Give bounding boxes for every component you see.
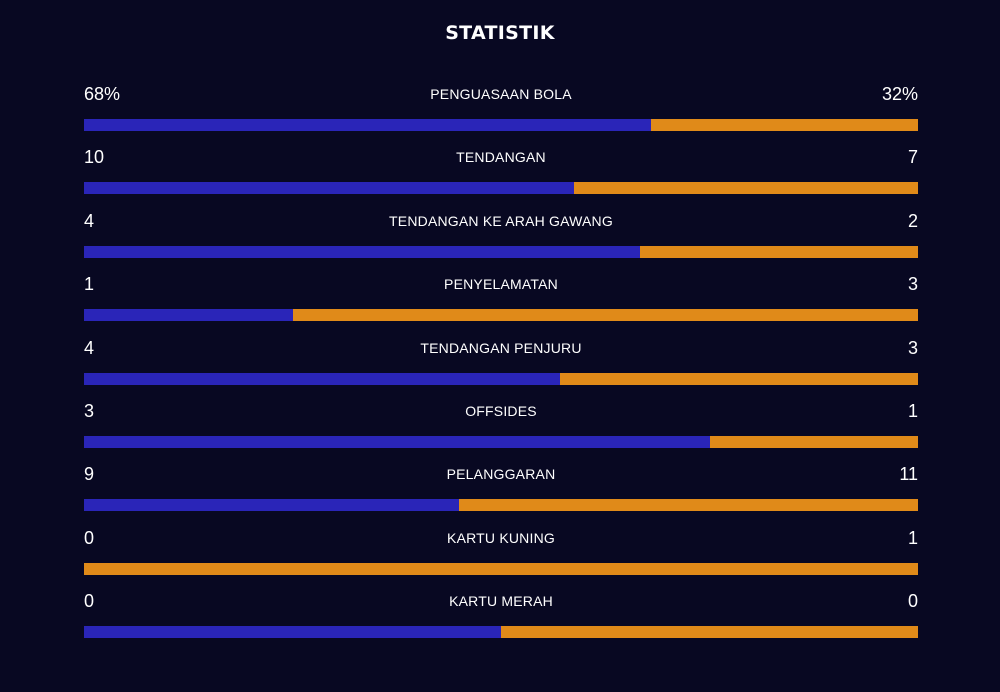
stat-text: 4 TENDANGAN PENJURU 3	[84, 336, 918, 364]
away-value: 7	[907, 147, 918, 168]
home-value: 3	[84, 401, 95, 421]
stat-text: 3 OFFSIDES 1	[84, 399, 918, 427]
stat-row: 0 KARTU KUNING 1	[84, 526, 918, 578]
stat-row: 3 OFFSIDES 1	[84, 399, 918, 451]
away-value: 3	[907, 274, 918, 295]
away-value: 32%	[881, 84, 918, 104]
stat-label: PENGUASAAN BOLA	[430, 86, 572, 102]
away-value: 3	[907, 337, 918, 358]
stats-title: STATISTIK	[445, 22, 555, 44]
stat-label: PELANGGARAN	[446, 466, 556, 483]
stat-row: 4 TENDANGAN PENJURU 3	[84, 336, 918, 388]
away-bar-segment	[84, 562, 918, 575]
stat-label: TENDANGAN PENJURU	[420, 339, 582, 356]
home-value: 4	[84, 210, 95, 231]
stat-comparison-bar	[84, 182, 918, 195]
away-value: 0	[907, 591, 918, 612]
stat-comparison-bar	[84, 309, 918, 322]
home-value: 9	[84, 464, 95, 485]
stat-text: 0 KARTU KUNING 1	[84, 526, 918, 554]
home-bar-segment	[84, 626, 501, 639]
stat-text: 4 TENDANGAN KE ARAH GAWANG 2	[84, 209, 918, 237]
away-value: 2	[907, 210, 918, 231]
stat-row: 9 PELANGGARAN 11	[84, 462, 918, 514]
home-bar-segment	[84, 372, 561, 385]
away-bar-segment	[560, 372, 918, 385]
stat-comparison-bar	[84, 436, 918, 448]
away-bar-segment	[640, 245, 918, 258]
stat-text: 68% PENGUASAAN BOLA 32%	[84, 82, 918, 110]
stat-text: 10 TENDANGAN 7	[84, 145, 918, 173]
home-value: 68%	[84, 84, 121, 104]
stat-row: 10 TENDANGAN 7	[84, 145, 918, 197]
stat-label: KARTU MERAH	[449, 593, 553, 610]
home-value: 4	[84, 337, 95, 358]
stat-comparison-bar	[84, 372, 918, 385]
away-value: 1	[907, 527, 918, 548]
stat-label: OFFSIDES	[465, 403, 537, 419]
stat-row: 0 KARTU MERAH 0	[84, 589, 918, 641]
stat-label: TENDANGAN	[456, 149, 546, 166]
stat-row: 1 PENYELAMATAN 3	[84, 272, 918, 324]
away-bar-segment	[459, 499, 918, 512]
away-bar-segment	[651, 119, 918, 131]
away-bar-segment	[574, 182, 918, 195]
home-value: 10	[84, 147, 105, 168]
stat-row: 4 TENDANGAN KE ARAH GAWANG 2	[84, 209, 918, 261]
away-value: 1	[907, 401, 918, 421]
stat-comparison-bar	[84, 499, 918, 512]
stat-label: PENYELAMATAN	[444, 276, 558, 293]
home-value: 0	[84, 527, 95, 548]
away-value: 11	[899, 464, 918, 485]
away-bar-segment	[501, 626, 918, 639]
home-bar-segment	[84, 309, 293, 322]
home-bar-segment	[84, 119, 652, 131]
stat-label: KARTU KUNING	[447, 529, 555, 546]
stat-comparison-bar	[84, 562, 918, 575]
away-bar-segment	[292, 309, 918, 322]
home-bar-segment	[84, 436, 710, 448]
stat-row: 68% PENGUASAAN BOLA 32%	[84, 82, 918, 134]
stat-comparison-bar	[84, 119, 918, 131]
home-bar-segment	[84, 499, 460, 512]
home-value: 1	[84, 274, 95, 295]
stat-text: 9 PELANGGARAN 11	[84, 462, 918, 490]
home-value: 0	[84, 591, 95, 612]
home-bar-segment	[84, 182, 575, 195]
stat-label: TENDANGAN KE ARAH GAWANG	[389, 212, 613, 229]
stat-comparison-bar	[84, 626, 918, 639]
stat-comparison-bar	[84, 245, 918, 258]
stat-text: 0 KARTU MERAH 0	[84, 589, 918, 617]
stat-text: 1 PENYELAMATAN 3	[84, 272, 918, 300]
home-bar-segment	[84, 245, 641, 258]
away-bar-segment	[709, 436, 918, 448]
